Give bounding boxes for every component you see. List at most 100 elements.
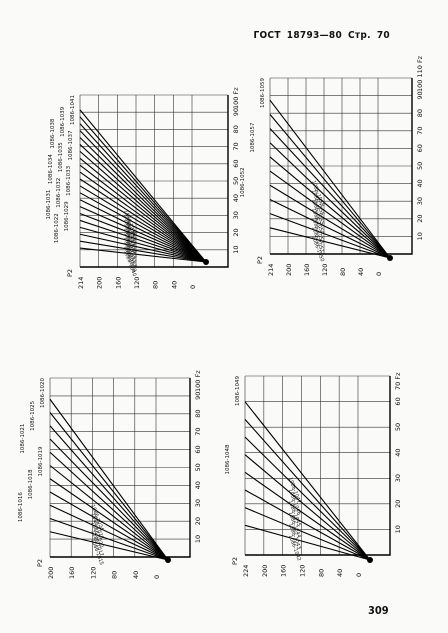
ray-line	[244, 454, 371, 561]
series-label: 1086-1032	[56, 178, 62, 208]
ray-line	[49, 478, 169, 561]
header-number: 18793—80	[286, 30, 342, 41]
series-label: 1086-1041	[70, 95, 76, 125]
ray-line	[79, 157, 207, 263]
d-axis-tick-label: 40	[170, 281, 178, 289]
a-axis-tick-label: 10	[416, 232, 424, 240]
ray-line	[79, 137, 207, 263]
d-axis-tick-label: 40	[357, 268, 365, 276]
ray-line	[49, 438, 169, 561]
a-axis-tick-label: 80	[416, 109, 424, 117]
series-label: 1086-1020	[40, 378, 46, 408]
ray-line	[269, 114, 391, 259]
ray-line	[79, 226, 207, 263]
ray-line	[244, 401, 371, 561]
a-axis-tick-label: 70	[232, 142, 240, 150]
a-axis-tick-label: 70	[194, 427, 202, 435]
ray-line	[79, 150, 207, 263]
series-label: 1086-1039	[60, 106, 66, 136]
ray-line	[79, 109, 207, 263]
ray-line	[269, 170, 391, 259]
origin-point	[387, 255, 393, 261]
d-axis-tick-label: 120	[299, 565, 307, 577]
ray-line	[49, 531, 169, 561]
a-axis-tick-label: 20	[232, 228, 240, 236]
ray-line	[79, 219, 207, 263]
ray-line	[79, 247, 207, 263]
a-axis-tick-label: 60	[416, 144, 424, 152]
ray-line	[79, 240, 207, 263]
ray-line	[49, 451, 169, 561]
d-axis-label: Р2	[256, 256, 264, 264]
d-axis-tick-label: 80	[339, 268, 347, 276]
grid	[49, 377, 190, 558]
origin-point	[203, 259, 209, 265]
ray-line	[269, 184, 391, 259]
ray-line	[79, 116, 207, 263]
ray-lines	[49, 398, 169, 561]
series-label: 1086-1029	[64, 201, 70, 231]
a-axis-tick-label: 40	[416, 179, 424, 187]
a-axis-tick-label: 20	[394, 500, 402, 508]
a-axis-tick-label: 40	[232, 194, 240, 202]
d-axis-tick-label: 0	[153, 575, 161, 579]
a-axis-label: 100 Fz	[232, 87, 240, 109]
series-label: 1086-1019	[38, 446, 44, 476]
ray-line	[49, 425, 169, 561]
d-axis-tick-label: 200	[47, 567, 55, 579]
ray-line	[79, 178, 207, 263]
ray-lines	[269, 99, 391, 259]
series-label: 1086-1033	[66, 165, 72, 195]
d-axis-tick-label: 0	[355, 573, 363, 577]
a-axis-tick-label: 50	[194, 463, 202, 471]
d-axis-tick-label: 160	[68, 567, 76, 579]
ray-line	[79, 130, 207, 263]
ray-line	[244, 507, 371, 561]
a-axis-tick-label: 70	[416, 127, 424, 135]
a-axis-tick-label: 50	[232, 177, 240, 185]
d-axis-tick-label: 200	[96, 277, 104, 289]
series-label: 1086-1022	[54, 213, 60, 243]
a-axis-tick-label: 10	[394, 525, 402, 533]
ray-line	[49, 412, 169, 561]
grid	[269, 77, 412, 255]
ray-line	[244, 489, 371, 561]
ray-line	[79, 185, 207, 263]
axis-frame	[50, 378, 191, 558]
ray-line	[79, 164, 207, 263]
d-axis-tick-label: 200	[285, 264, 293, 276]
a-axis-tick-label: 80	[194, 410, 202, 418]
d-axis-tick-label: 40	[336, 569, 344, 577]
ray-line	[79, 123, 207, 263]
ray-line	[269, 198, 391, 259]
ray-line	[269, 128, 391, 259]
d-axis-tick-label: 200	[261, 565, 269, 577]
grid	[244, 375, 390, 556]
series-label: 1086-1018	[28, 469, 34, 499]
ray-line	[49, 491, 169, 561]
a-axis-tick-label: 20	[194, 517, 202, 525]
d-axis-tick-label: 80	[152, 281, 160, 289]
a-axis-tick-label: 90	[232, 108, 240, 116]
d-axis-label: Р2	[66, 269, 74, 277]
d-axis-tick-label: 160	[303, 264, 311, 276]
series-label: 1086-1037	[68, 130, 74, 160]
a-axis-tick-label: 50	[394, 423, 402, 431]
ray-line	[79, 213, 207, 263]
d-axis-tick-label: 224	[242, 565, 250, 577]
ray-lines	[244, 401, 371, 561]
page-header: ГОСТ 18793—80 Стр. 70	[247, 30, 390, 41]
d-axis-label: Р2	[36, 559, 44, 567]
series-label: 1086-1057	[250, 122, 256, 152]
d-axis-tick-label: 80	[111, 571, 119, 579]
ray-line	[269, 142, 391, 259]
ray-line	[79, 233, 207, 263]
series-label: 1086-1034	[48, 154, 54, 184]
axis-frame	[245, 376, 391, 556]
series-label: 1086-1035	[58, 142, 64, 172]
